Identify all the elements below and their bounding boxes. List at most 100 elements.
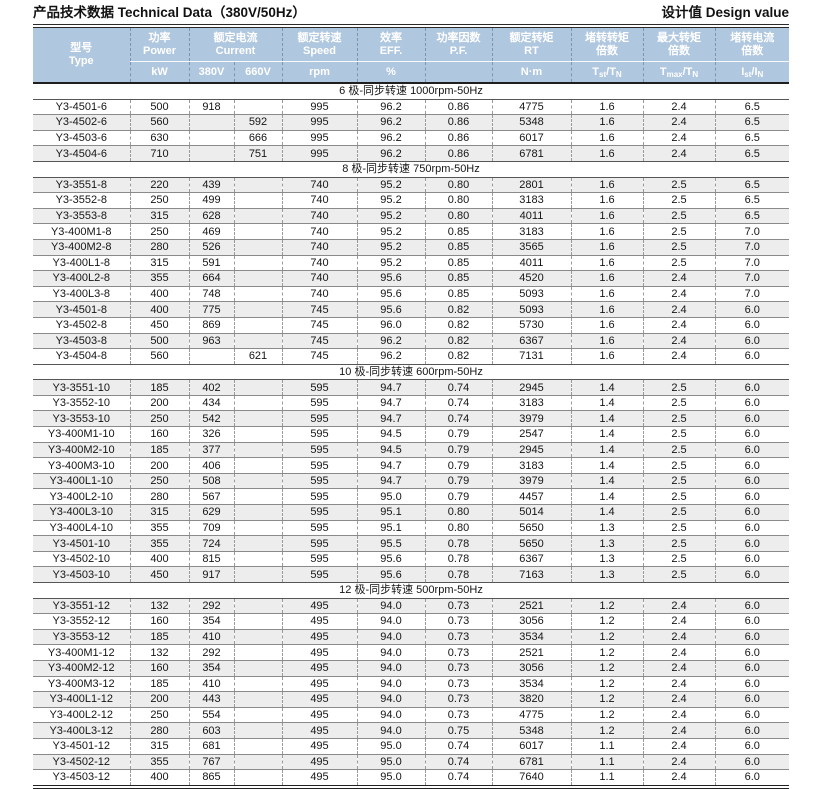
cell-current-660v [233,706,282,723]
cell-tmax-ratio: 2.4 [642,597,715,614]
cell-rt-nm: 3056 [491,613,571,630]
cell-current-660v [233,659,282,677]
unit-tst-sub2: N [615,70,622,79]
cell-ist-ratio: 6.0 [714,472,789,489]
col-header-ist-cn: 堵转电流 [730,31,775,44]
cell-current-380v: 434 [188,394,234,411]
cell-tmax-ratio: 2.4 [642,316,715,333]
unit-380v: 380V [188,61,234,84]
cell-pf: 0.86 [424,129,492,146]
cell-rt-nm: 3820 [491,691,571,708]
cell-current-380v: 567 [188,488,234,505]
cell-power-kw: 400 [129,285,189,302]
table-row: Y3-4502-6 560 592 995 96.2 0.86 5348 1.6 2.4 6.5 [33,114,789,131]
table-row: Y3-4503-6 630 666 995 96.2 0.86 6017 1.6 2.4 6.5 [33,129,789,146]
cell-tst-ratio: 1.4 [570,457,643,474]
cell-power-kw: 560 [129,348,189,365]
cell-tmax-ratio: 2.4 [642,348,715,365]
cell-rt-nm: 3534 [491,628,571,645]
table-row: Y3-4502-10 400 815 595 95.6 0.78 6367 1.3 2.5 6.0 [33,550,789,567]
cell-power-kw: 250 [129,192,189,209]
cell-type: Y3-4503-6 [33,129,130,146]
cell-speed-rpm: 595 [281,519,357,536]
cell-current-660v [233,644,282,661]
cell-current-380v [188,129,234,146]
cell-rt-nm: 5093 [491,285,571,302]
cell-pf: 0.85 [424,223,492,240]
cell-current-380v: 508 [188,472,234,489]
cell-current-660v [233,535,282,552]
cell-power-kw: 560 [129,114,189,131]
cell-rt-nm: 2547 [491,426,571,443]
table-row: Y3-3552-12 160 354 495 94.0 0.73 3056 1.2 2.4 6.0 [33,613,789,630]
cell-speed-rpm: 495 [281,628,357,645]
cell-eff-percent: 94.0 [356,597,425,614]
unit-rpm: rpm [281,61,357,84]
cell-eff-percent: 95.5 [356,535,425,552]
cell-tst-ratio: 1.2 [570,675,643,692]
cell-pf: 0.73 [424,613,492,630]
cell-power-kw: 355 [129,519,189,536]
cell-eff-percent: 95.2 [356,223,425,240]
cell-pf: 0.73 [424,644,492,661]
unit-tmax-tn: Tmax/TN [642,61,715,84]
cell-power-kw: 250 [129,706,189,723]
col-header-power-cn: 功率 [148,31,171,44]
cell-power-kw: 355 [129,270,189,287]
unit-tmax-base2: /T [682,66,693,78]
cell-speed-rpm: 740 [281,192,357,209]
table-row: Y3-3552-10 200 434 595 94.7 0.74 3183 1.4 2.5 6.0 [33,394,789,411]
cell-pf: 0.79 [424,457,492,474]
col-header-rt: 额定转矩 RT [491,27,571,62]
cell-type: Y3-400M1-12 [33,644,130,661]
cell-speed-rpm: 495 [281,722,357,739]
table-row: Y3-400M1-12 132 292 495 94.0 0.73 2521 1.2 2.4 6.… [33,644,789,661]
header-row-units: kW 380V 660V rpm % N·m Tst/TN Tmax/TN Is… [33,61,789,84]
cell-pf: 0.74 [424,410,492,427]
cell-pf: 0.79 [424,426,492,443]
cell-tst-ratio: 1.2 [570,706,643,723]
table-row: Y3-3551-10 185 402 595 94.7 0.74 2945 1.4 2.5 6.0 [33,379,789,396]
cell-speed-rpm: 740 [281,285,357,302]
cell-tmax-ratio: 2.4 [642,644,715,661]
cell-pf: 0.82 [424,348,492,365]
cell-tst-ratio: 1.4 [570,379,643,396]
cell-power-kw: 280 [129,722,189,739]
cell-power-kw: 710 [129,145,189,162]
cell-ist-ratio: 6.0 [714,597,789,614]
cell-current-380v: 469 [188,223,234,240]
cell-ist-ratio: 6.0 [714,753,789,770]
section-header-row: 8 极-同步转速 750rpm-50Hz [33,160,789,178]
cell-speed-rpm: 995 [281,129,357,146]
cell-current-380v: 664 [188,270,234,287]
cell-tst-ratio: 1.6 [570,207,643,224]
cell-type: Y3-4501-6 [33,98,130,115]
cell-rt-nm: 2945 [491,379,571,396]
unit-ist-base: I [741,66,745,78]
cell-power-kw: 185 [129,379,189,396]
cell-power-kw: 250 [129,472,189,489]
cell-speed-rpm: 495 [281,691,357,708]
cell-current-380v: 681 [188,737,234,755]
cell-rt-nm: 5014 [491,504,571,521]
cell-pf: 0.79 [424,472,492,489]
cell-type: Y3-4503-8 [33,332,130,349]
cell-ist-ratio: 6.0 [714,550,789,567]
table-row: Y3-4502-8 450 869 745 96.0 0.82 5730 1.6 2.4 6.0 [33,316,789,333]
cell-eff-percent: 94.0 [356,644,425,661]
cell-tst-ratio: 1.4 [570,426,643,443]
cell-pf: 0.86 [424,114,492,131]
table-row: Y3-4503-12 400 865 495 95.0 0.74 7640 1.1 2.4 6.0 [33,769,789,786]
cell-pf: 0.74 [424,753,492,770]
cell-power-kw: 355 [129,535,189,552]
cell-ist-ratio: 6.5 [714,129,789,146]
cell-current-380v: 918 [188,98,234,115]
cell-current-380v: 377 [188,441,234,458]
cell-pf: 0.74 [424,769,492,786]
cell-eff-percent: 95.2 [356,254,425,271]
cell-ist-ratio: 7.0 [714,270,789,287]
cell-current-380v: 724 [188,535,234,552]
cell-current-660v [233,769,282,786]
cell-current-380v: 292 [188,597,234,614]
cell-current-660v: 666 [233,129,282,146]
